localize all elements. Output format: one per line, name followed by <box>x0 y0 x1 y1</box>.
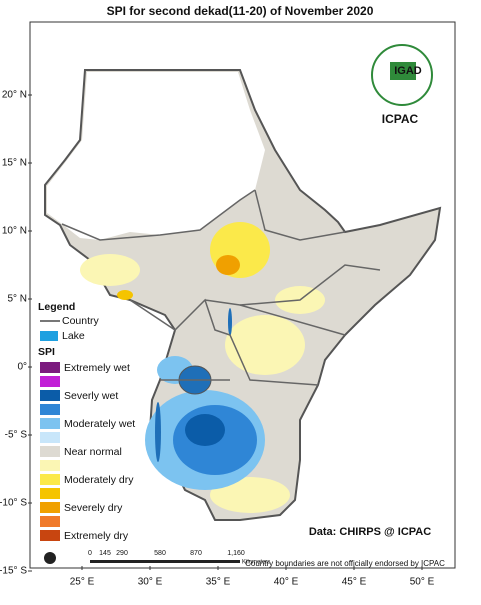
legend-lake: Lake <box>62 330 85 342</box>
legend-swatch <box>40 390 60 401</box>
legend-swatch <box>40 502 60 513</box>
dry-patch <box>117 290 133 300</box>
logo-name: IGAD <box>394 65 422 77</box>
legend-swatch <box>40 446 60 457</box>
scale-label: 145 <box>99 550 111 557</box>
lon-label: 25° E <box>70 577 95 588</box>
lon-label: 45° E <box>342 577 367 588</box>
lake <box>155 402 161 462</box>
legend-swatch <box>40 376 60 387</box>
lon-label: 30° E <box>138 577 163 588</box>
lon-label: 50° E <box>410 577 435 588</box>
legend-label: Moderately dry <box>64 474 134 486</box>
legend-swatch <box>40 516 60 527</box>
sudan-nodata <box>47 72 265 240</box>
lon-label: 40° E <box>274 577 299 588</box>
legend-label: Moderately wet <box>64 418 135 430</box>
legend-label: Severly wet <box>64 390 118 402</box>
scale-label: 870 <box>190 550 202 557</box>
dry-patch <box>225 315 305 375</box>
logo <box>371 44 433 106</box>
scale-label: 1,160 <box>227 550 245 557</box>
scale-unit: Kilometers <box>242 560 270 566</box>
legend-country: Country <box>62 315 100 327</box>
dry-patch <box>210 477 290 513</box>
logo-org: ICPAC <box>382 112 419 126</box>
map-title: SPI for second dekad(11-20) of November … <box>107 4 374 18</box>
north-arrow <box>44 552 56 564</box>
scale-label: 290 <box>116 550 128 557</box>
legend-swatch <box>40 432 60 443</box>
lat-label: -10° S <box>0 498 27 509</box>
borders <box>61 189 381 386</box>
legend-spi: SPI <box>38 346 55 358</box>
legend-swatch <box>40 488 60 499</box>
lat-label: 5° N <box>7 294 27 305</box>
lake <box>228 308 232 336</box>
legend-title: Legend <box>38 301 75 313</box>
dry-patch <box>80 254 140 286</box>
map-layer: ICPAC <box>44 69 442 521</box>
lake-symbol <box>40 331 58 341</box>
legend-label: Extremely wet <box>64 362 130 374</box>
scale-label: 580 <box>154 550 166 557</box>
data-source: Data: CHIRPS @ ICPAC <box>309 526 431 538</box>
wet-patch <box>185 414 225 446</box>
lat-label: -15° S <box>0 566 27 577</box>
legend-swatch <box>40 418 60 429</box>
legend-swatch <box>40 362 60 373</box>
lat-label: 0° <box>17 362 27 373</box>
legend-swatch <box>40 530 60 541</box>
legend-label: Extremely dry <box>64 530 129 542</box>
legend-swatch <box>40 474 60 485</box>
legend-swatch <box>40 404 60 415</box>
dry-patch <box>216 255 240 275</box>
lat-label: 20° N <box>2 90 27 101</box>
legend-label: Severely dry <box>64 502 123 514</box>
lat-label: 15° N <box>2 158 27 169</box>
lon-label: 35° E <box>206 577 231 588</box>
scale-label: 0 <box>88 550 92 557</box>
legend-swatch <box>40 460 60 471</box>
lat-label: 10° N <box>2 226 27 237</box>
disclaimer: Country boundaries are not officially en… <box>245 559 445 568</box>
lat-label: -5° S <box>5 430 28 441</box>
legend-label: Near normal <box>64 446 122 458</box>
scale-bar <box>90 560 240 563</box>
